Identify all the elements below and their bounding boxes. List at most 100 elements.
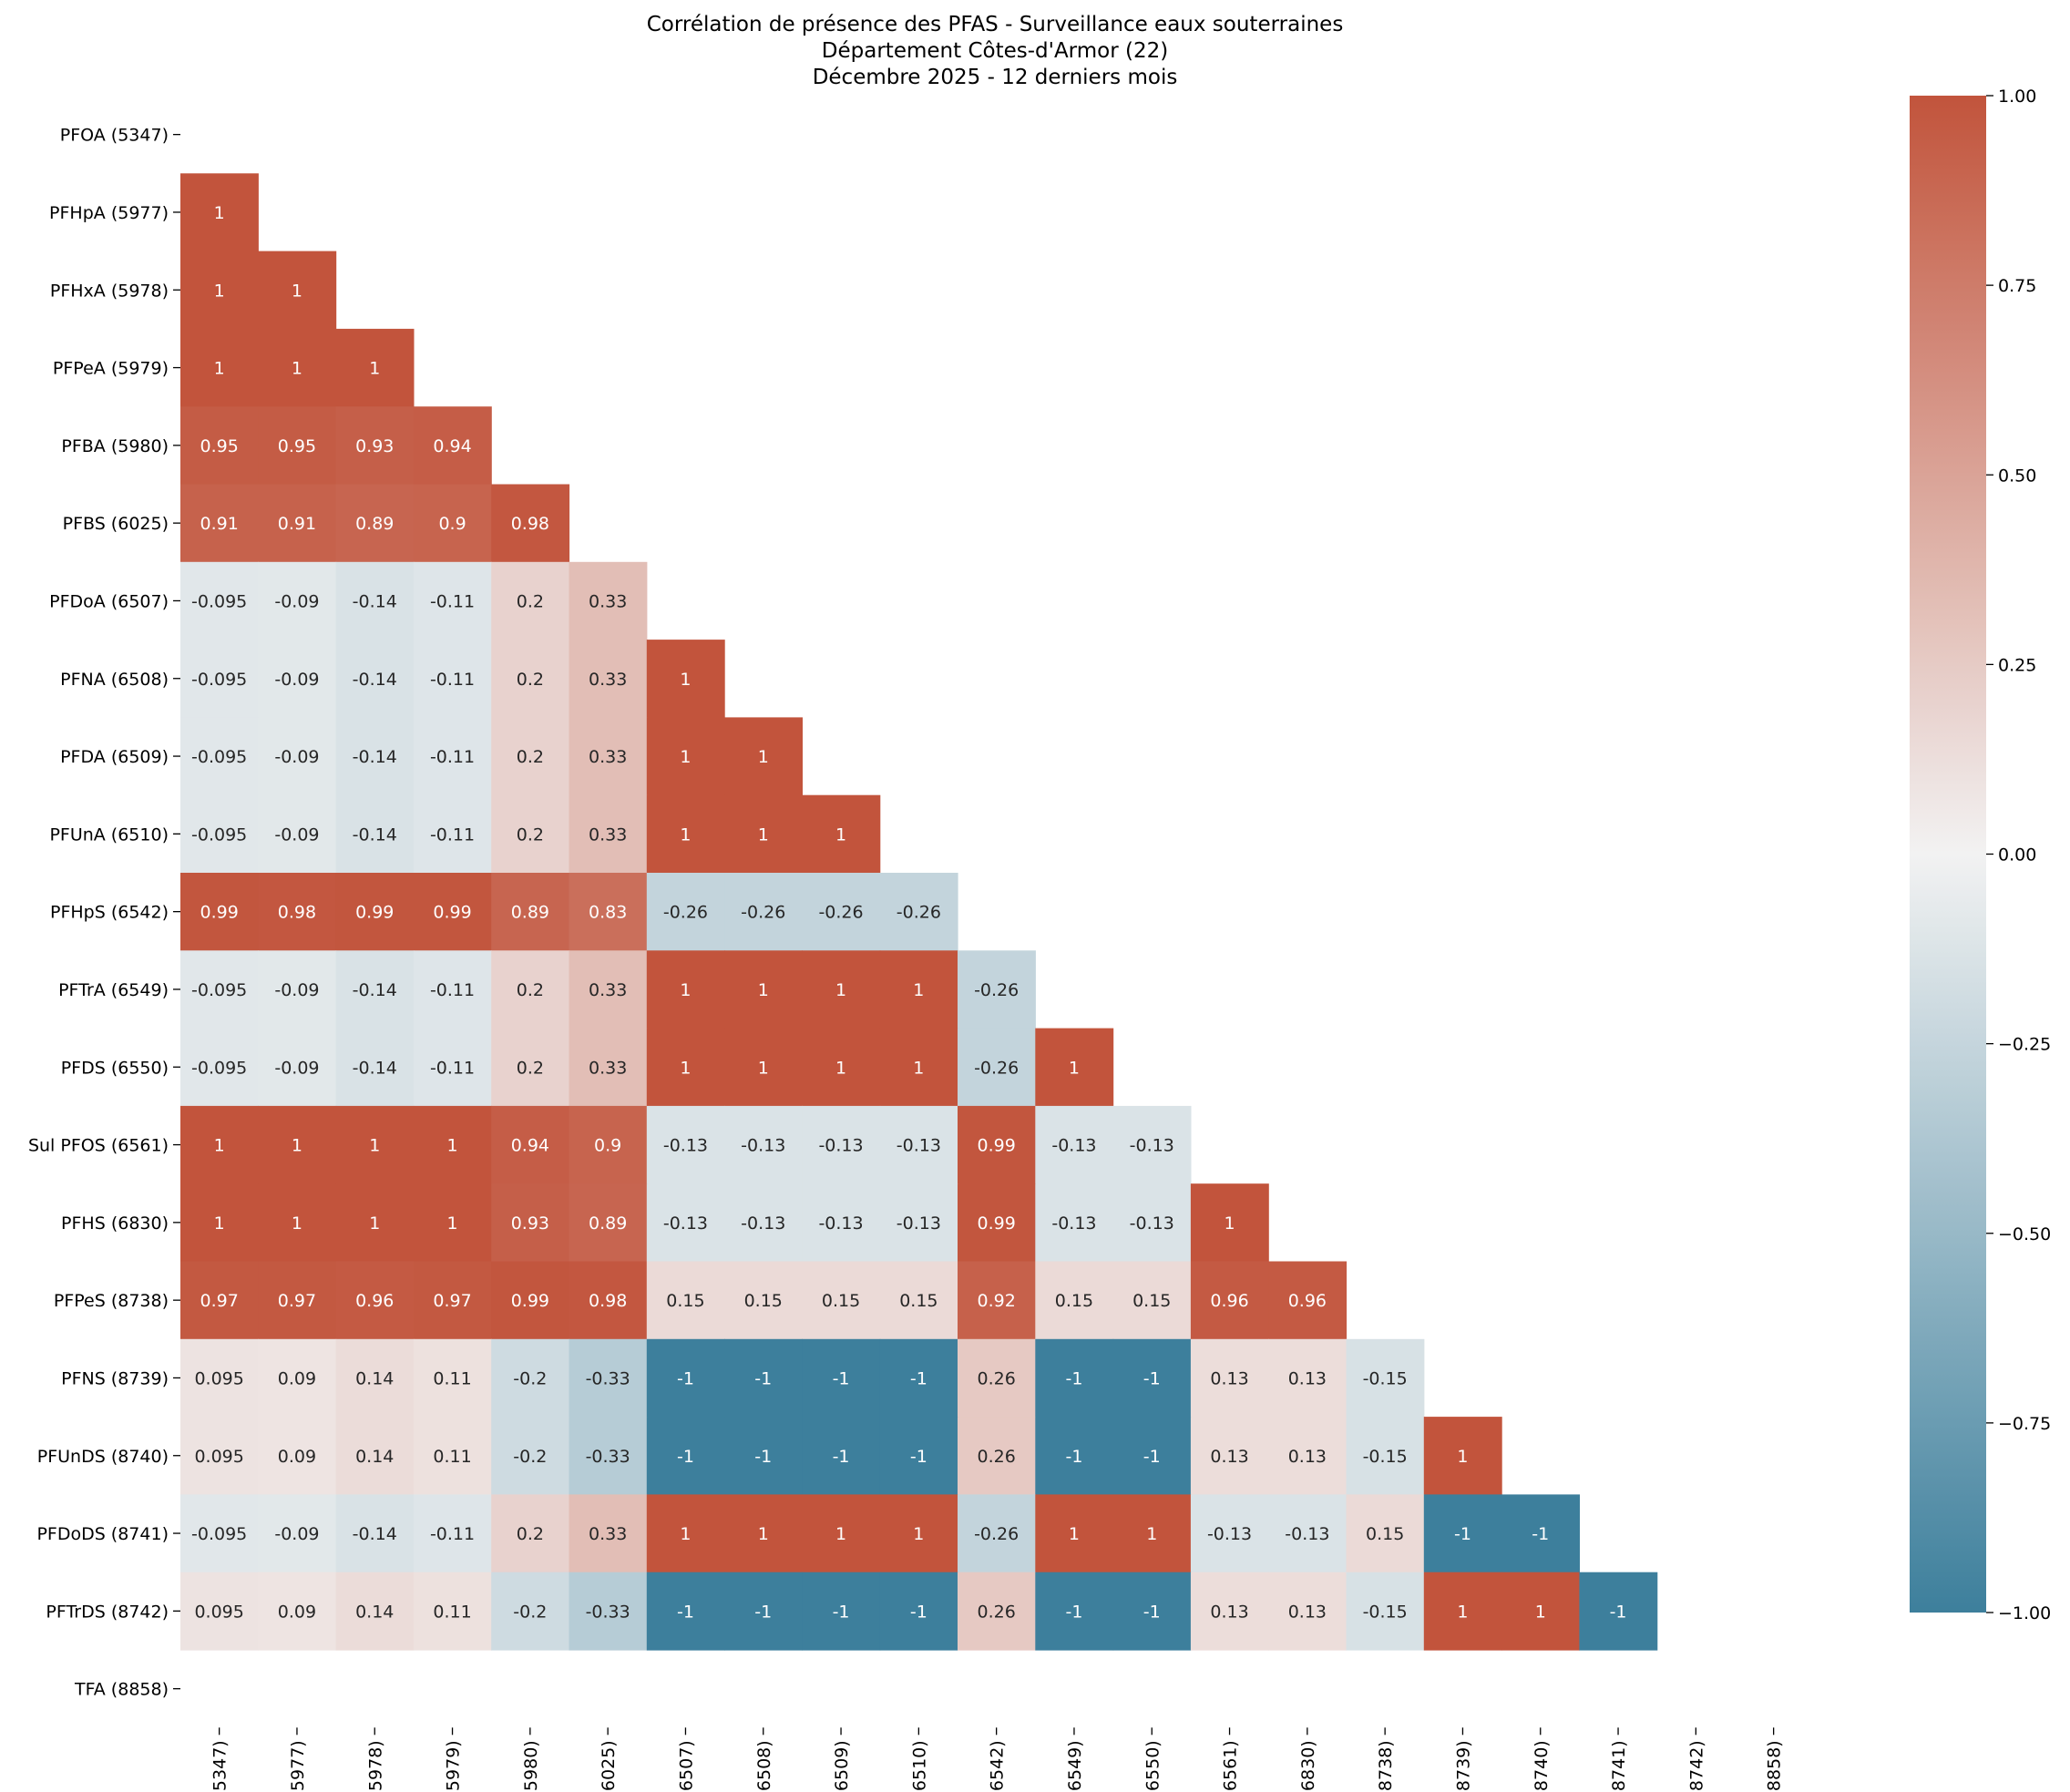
heatmap-cell (1112, 1338, 1192, 1418)
heatmap-cell (180, 251, 259, 330)
heatmap-cell (958, 1417, 1036, 1495)
heatmap-cell (958, 1105, 1036, 1184)
heatmap-cell (569, 1105, 648, 1184)
heatmap-cell (335, 794, 415, 874)
cell-value-label: 1 (680, 980, 691, 1000)
cell-value-label: 0.095 (194, 1368, 243, 1388)
heatmap-cell (1112, 1494, 1192, 1573)
heatmap-cell (569, 950, 648, 1029)
cell-value-label: -0.11 (430, 1058, 475, 1078)
cell-value-label: 0.33 (589, 591, 627, 611)
cell-value-label: 0.98 (589, 1291, 627, 1311)
cell-value-label: -0.13 (818, 1136, 863, 1156)
cell-value-label: -0.11 (430, 747, 475, 767)
heatmap-cell (646, 1494, 725, 1573)
heatmap-cell (1346, 1338, 1425, 1418)
heatmap-cell (413, 1183, 492, 1263)
cell-value-label: -0.095 (191, 980, 247, 1000)
cell-value-label: 1 (758, 824, 769, 845)
heatmap-cell (258, 1261, 337, 1340)
cell-value-label: 0.83 (589, 903, 627, 923)
heatmap-cell (724, 1494, 803, 1573)
cell-value-label: -0.13 (818, 1213, 863, 1234)
cell-value-label: -0.13 (741, 1213, 785, 1234)
cell-value-label: -1 (754, 1447, 772, 1467)
colorbar-tick-label: 0.50 (1998, 466, 2036, 486)
y-tick-label: PFOA (5347) (60, 126, 169, 146)
heatmap-cell (724, 1028, 803, 1107)
heatmap-cell (180, 1494, 259, 1573)
heatmap-cell (258, 1572, 337, 1651)
cell-value-label: 1 (758, 1524, 769, 1544)
cell-value-label: -1 (754, 1602, 772, 1622)
cell-value-label: -0.09 (274, 980, 319, 1000)
x-tick-label: PFDoA (6507) (676, 1740, 696, 1792)
heatmap-cell (413, 640, 492, 718)
heatmap-cell (724, 1261, 803, 1340)
cell-value-label: 0.9 (438, 514, 466, 534)
cell-value-label: 0.99 (511, 1291, 549, 1311)
heatmap-cell (413, 1494, 492, 1573)
cell-value-label: 1 (758, 747, 769, 767)
cell-value-label: -0.26 (897, 903, 941, 923)
cell-value-label: 0.13 (1288, 1368, 1327, 1388)
cell-value-label: 0.2 (517, 824, 544, 845)
cell-value-label: 0.15 (1132, 1291, 1171, 1311)
cell-value-label: 0.99 (355, 903, 394, 923)
heatmap-cell (258, 406, 337, 486)
x-tick-label: PFNS (8739) (1453, 1740, 1473, 1792)
heatmap-cell (491, 1105, 570, 1184)
heatmap-cell (569, 1494, 648, 1573)
heatmap-cell (491, 1572, 570, 1651)
cell-value-label: -1 (1610, 1602, 1627, 1622)
cell-value-label: -0.11 (430, 1524, 475, 1544)
heatmap-cell (879, 950, 958, 1029)
y-tick-label: PFBA (5980) (61, 436, 169, 456)
cell-value-label: -0.26 (974, 1058, 1019, 1078)
cell-value-label: -1 (1065, 1368, 1082, 1388)
cell-value-label: -0.095 (191, 824, 247, 845)
heatmap-cell (879, 1417, 958, 1495)
cell-value-label: -0.09 (274, 747, 319, 767)
heatmap-cell (335, 1338, 415, 1418)
cell-value-label: 0.095 (194, 1602, 243, 1622)
y-tick-label: PFBS (6025) (63, 514, 169, 534)
y-tick-label: PFPeS (8738) (54, 1291, 169, 1311)
cell-value-label: 0.15 (1055, 1291, 1093, 1311)
cell-value-label: 0.33 (589, 980, 627, 1000)
heatmap-cell (1112, 1183, 1192, 1263)
heatmap-cell (335, 1105, 415, 1184)
cell-value-label: 1 (1069, 1524, 1080, 1544)
heatmap-cell (1035, 1338, 1114, 1418)
x-tick-label: PFTrA (6549) (1065, 1740, 1085, 1792)
heatmap-cell (335, 950, 415, 1029)
heatmap-cell (258, 328, 337, 407)
heatmap-cell (802, 1417, 881, 1495)
cell-value-label: -0.09 (274, 824, 319, 845)
heatmap-cell (802, 873, 881, 951)
heatmap-cell (1035, 1261, 1114, 1340)
x-tick-label: PFNA (6508) (754, 1740, 774, 1792)
cell-value-label: 0.94 (433, 436, 471, 456)
heatmap-cell (413, 1261, 492, 1340)
cell-value-label: 1 (913, 1524, 924, 1544)
cell-value-label: 1 (913, 1058, 924, 1078)
heatmap-cell (646, 1183, 725, 1263)
cell-value-label: 0.96 (355, 1291, 394, 1311)
cell-value-label: 1 (214, 281, 225, 301)
cell-value-label: 0.96 (1210, 1291, 1248, 1311)
cell-value-label: -0.09 (274, 1524, 319, 1544)
heatmap-cell (491, 1183, 570, 1263)
cell-value-label: -0.13 (1130, 1136, 1174, 1156)
heatmap-cell (1268, 1417, 1348, 1495)
cell-value-label: -0.13 (1051, 1213, 1096, 1234)
heatmap-cell (258, 640, 337, 718)
heatmap-cell (569, 717, 648, 796)
colorbar-tick-label: 0.00 (1998, 845, 2036, 865)
heatmap-cell (958, 1338, 1036, 1418)
cell-value-label: 1 (214, 359, 225, 379)
cell-value-label: 1 (369, 359, 380, 379)
cell-value-label: 1 (835, 980, 846, 1000)
heatmap-cell (335, 1183, 415, 1263)
heatmap-cell (879, 1338, 958, 1418)
